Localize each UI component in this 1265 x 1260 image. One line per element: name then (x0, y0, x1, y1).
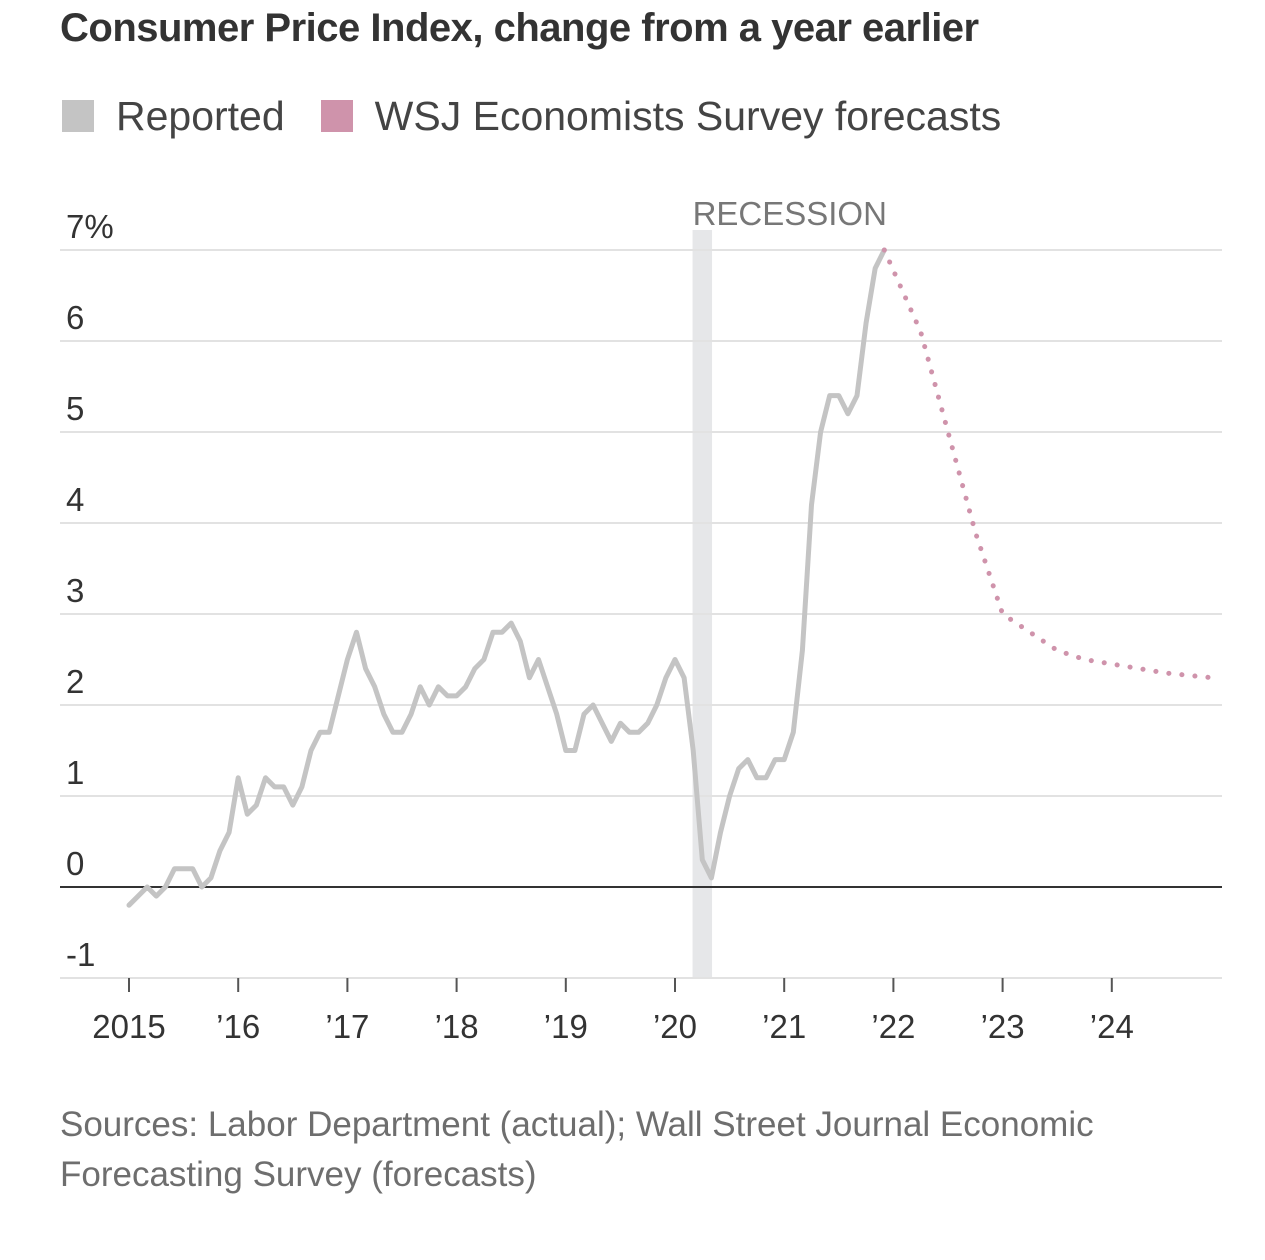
source-note: Sources: Labor Department (actual); Wall… (60, 1105, 1094, 1194)
x-tick-label: 2015 (92, 1008, 165, 1045)
x-tick-label: ’24 (1090, 1008, 1134, 1045)
y-tick-label: 2 (66, 663, 84, 700)
recession-label: RECESSION (693, 195, 887, 232)
x-tick-label: ’18 (435, 1008, 479, 1045)
legend-label-reported: Reported (116, 92, 285, 139)
series-line-forecast (881, 247, 1215, 681)
y-tick-label: 4 (66, 481, 84, 518)
legend-swatch-reported (62, 100, 94, 132)
x-tick-label: ’22 (871, 1008, 915, 1045)
legend-label-forecast: WSJ Economists Survey forecasts (374, 92, 1002, 139)
y-tick-label: 1 (66, 754, 84, 791)
recession-band (692, 230, 713, 978)
x-tick-label: ’21 (762, 1008, 806, 1045)
y-tick-label: 5 (66, 390, 84, 427)
x-tick-label: ’20 (653, 1008, 697, 1045)
y-tick-label: 6 (66, 299, 84, 336)
y-tick-label: 0 (66, 845, 84, 882)
y-tick-label: 7% (66, 208, 114, 245)
y-tick-label: 3 (66, 572, 84, 609)
x-tick-label: ’17 (325, 1008, 369, 1045)
series-line-reported (126, 247, 887, 908)
x-tick-label: ’19 (544, 1008, 588, 1045)
x-tick-label: ’23 (981, 1008, 1025, 1045)
line-chart: RECESSION -1 0 1 2 3 4 5 6 7% 2015 ’16 ’17 ’18 ’19 ’20 ’… (60, 195, 1222, 1045)
legend-item-forecast: WSJ Economists Survey forecasts (320, 92, 1002, 140)
x-tick-label: ’16 (216, 1008, 260, 1045)
y-tick-label: -1 (66, 936, 95, 973)
chart-legend: Reported WSJ Economists Survey forecasts (62, 92, 1037, 140)
chart-title: Consumer Price Index, change from a year… (60, 6, 979, 50)
legend-swatch-forecast (320, 100, 353, 132)
legend-item-reported: Reported (62, 93, 285, 140)
